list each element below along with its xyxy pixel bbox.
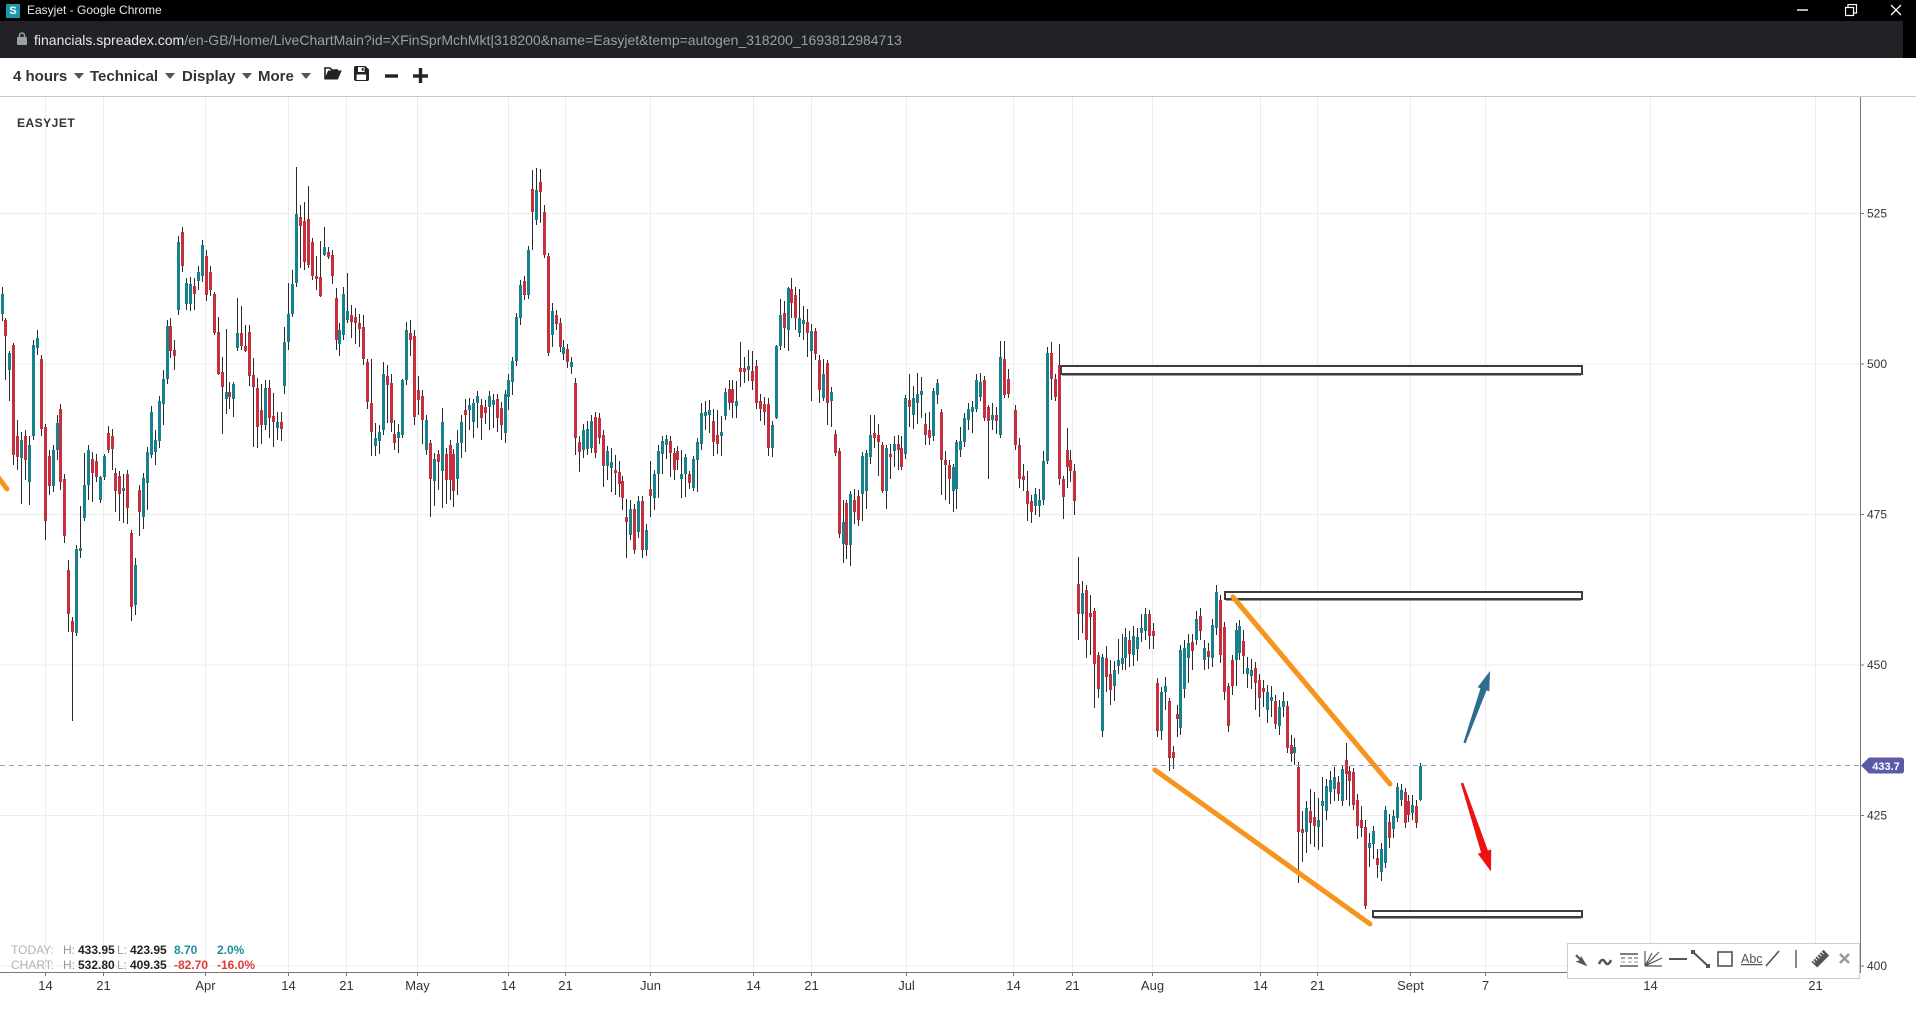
svg-text:14: 14 — [501, 978, 515, 993]
svg-text:Sept: Sept — [1397, 978, 1424, 993]
svg-text:400: 400 — [1867, 959, 1887, 973]
svg-text:409.35: 409.35 — [130, 958, 167, 972]
svg-text:21: 21 — [1065, 978, 1079, 993]
svg-text:14: 14 — [1253, 978, 1267, 993]
svg-text:Jul: Jul — [898, 978, 915, 993]
svg-text:14: 14 — [1006, 978, 1020, 993]
svg-text:14: 14 — [1643, 978, 1657, 993]
svg-text:8.70: 8.70 — [174, 943, 198, 957]
svg-text:500: 500 — [1867, 357, 1887, 371]
svg-text:7: 7 — [1482, 978, 1489, 993]
svg-text:21: 21 — [96, 978, 110, 993]
svg-text:14: 14 — [746, 978, 760, 993]
svg-text:433.95: 433.95 — [78, 943, 115, 957]
svg-text:-82.70: -82.70 — [174, 958, 208, 972]
svg-text:532.80: 532.80 — [78, 958, 115, 972]
svg-text:Abc: Abc — [1741, 952, 1763, 966]
svg-text:425: 425 — [1867, 809, 1887, 823]
svg-text:21: 21 — [558, 978, 572, 993]
svg-text:14: 14 — [281, 978, 295, 993]
svg-text:2.0%: 2.0% — [217, 943, 245, 957]
svg-text:L:: L: — [117, 958, 127, 972]
svg-text:-16.0%: -16.0% — [217, 958, 255, 972]
svg-text:Aug: Aug — [1141, 978, 1164, 993]
svg-text:21: 21 — [339, 978, 353, 993]
svg-text:21: 21 — [1808, 978, 1822, 993]
svg-text:433.7: 433.7 — [1872, 761, 1900, 773]
svg-text:475: 475 — [1867, 508, 1887, 522]
svg-text:Apr: Apr — [195, 978, 216, 993]
svg-text:H:: H: — [63, 943, 75, 957]
svg-text:14: 14 — [38, 978, 52, 993]
svg-text:EASYJET: EASYJET — [17, 116, 75, 130]
svg-text:450: 450 — [1867, 658, 1887, 672]
svg-text:L:: L: — [117, 943, 127, 957]
svg-text:H:: H: — [63, 958, 75, 972]
svg-text:21: 21 — [804, 978, 818, 993]
svg-text:Jun: Jun — [640, 978, 661, 993]
svg-text:CHART:: CHART: — [11, 958, 54, 972]
svg-text:525: 525 — [1867, 207, 1887, 221]
svg-text:423.95: 423.95 — [130, 943, 167, 957]
svg-text:TODAY:: TODAY: — [11, 943, 54, 957]
svg-text:May: May — [405, 978, 430, 993]
svg-text:21: 21 — [1310, 978, 1324, 993]
